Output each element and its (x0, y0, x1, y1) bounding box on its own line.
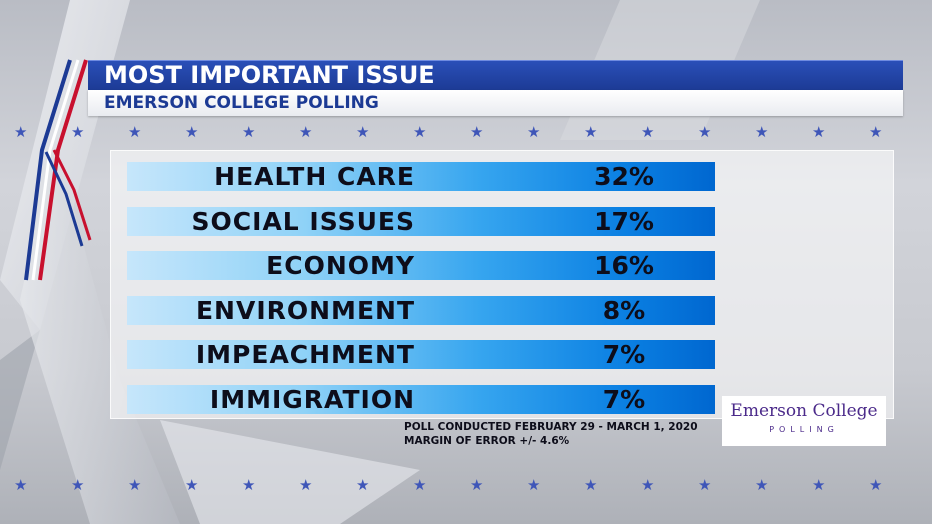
table-row: SOCIAL ISSUES 17% (127, 207, 715, 236)
issue-percent: 7% (602, 340, 646, 369)
star-icon: ★ (185, 476, 199, 494)
header-title-bar (88, 60, 903, 91)
poll-dates: POLL CONDUCTED FEBRUARY 29 - MARCH 1, 20… (404, 421, 698, 433)
star-icon: ★ (356, 476, 370, 494)
star-icon: ★ (128, 476, 142, 494)
table-row: IMPEACHMENT 7% (127, 340, 715, 369)
star-icon: ★ (470, 123, 484, 141)
star-icon: ★ (869, 476, 883, 494)
issue-percent: 7% (602, 385, 646, 414)
star-icon: ★ (413, 123, 427, 141)
logo-sub: POLLING (769, 425, 839, 434)
star-icon: ★ (71, 476, 85, 494)
issue-label: IMMIGRATION (209, 385, 415, 414)
header-subtitle-bar (88, 90, 903, 116)
star-icon: ★ (14, 123, 28, 141)
star-icon: ★ (698, 476, 712, 494)
issue-label: HEALTH CARE (214, 162, 415, 191)
table-row: ECONOMY 16% (127, 251, 715, 280)
table-row: HEALTH CARE 32% (127, 162, 715, 191)
issue-label: IMPEACHMENT (195, 340, 415, 369)
page-subtitle: EMERSON COLLEGE POLLING (104, 93, 379, 113)
star-icon: ★ (812, 476, 826, 494)
star-icon: ★ (755, 123, 769, 141)
table-row: IMMIGRATION 7% (127, 385, 715, 414)
results-panel (110, 150, 894, 419)
star-icon: ★ (812, 123, 826, 141)
margin-of-error: MARGIN OF ERROR +/- 4.6% (404, 435, 570, 447)
star-icon: ★ (470, 476, 484, 494)
star-icon: ★ (14, 476, 28, 494)
star-icon: ★ (242, 123, 256, 141)
star-icon: ★ (299, 123, 313, 141)
issue-label: ENVIRONMENT (195, 296, 415, 325)
star-icon: ★ (584, 476, 598, 494)
logo-name: Emerson College (730, 401, 878, 421)
star-icon: ★ (641, 476, 655, 494)
star-icon: ★ (698, 123, 712, 141)
star-icon: ★ (128, 123, 142, 141)
star-icon: ★ (71, 123, 85, 141)
issue-percent: 8% (602, 296, 646, 325)
star-icon: ★ (755, 476, 769, 494)
table-row: ENVIRONMENT 8% (127, 296, 715, 325)
issue-percent: 17% (594, 207, 654, 236)
star-icon: ★ (185, 123, 199, 141)
page-title: MOST IMPORTANT ISSUE (104, 61, 435, 89)
star-icon: ★ (869, 123, 883, 141)
issue-percent: 16% (594, 251, 654, 280)
issue-label: ECONOMY (266, 251, 415, 280)
star-icon: ★ (299, 476, 313, 494)
issue-percent: 32% (594, 162, 654, 191)
star-icon: ★ (413, 476, 427, 494)
issue-label: SOCIAL ISSUES (191, 207, 415, 236)
star-icon: ★ (641, 123, 655, 141)
emerson-logo: Emerson College POLLING (722, 396, 886, 446)
poll-notes: POLL CONDUCTED FEBRUARY 29 - MARCH 1, 20… (404, 420, 698, 448)
star-icon: ★ (356, 123, 370, 141)
star-icon: ★ (584, 123, 598, 141)
star-icon: ★ (242, 476, 256, 494)
star-icon: ★ (527, 123, 541, 141)
star-icon: ★ (527, 476, 541, 494)
